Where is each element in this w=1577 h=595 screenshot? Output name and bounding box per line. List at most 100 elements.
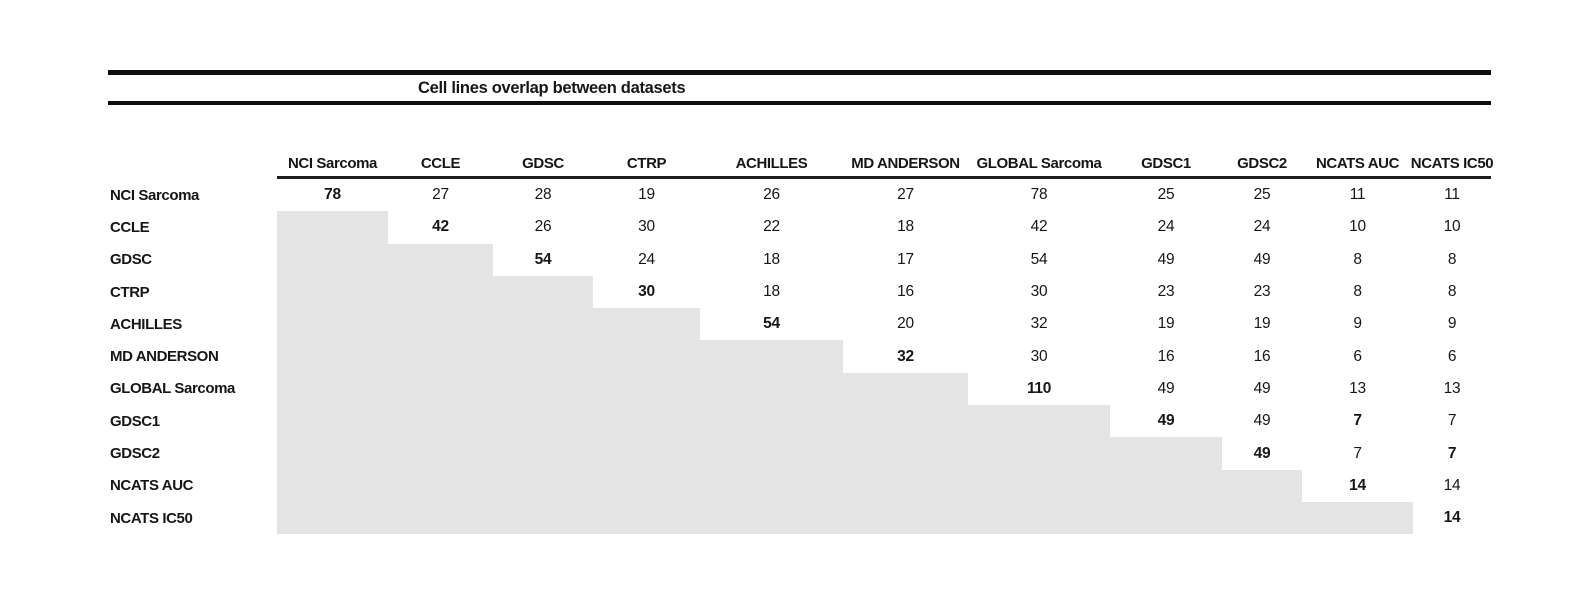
row-label-gdsc: GDSC — [110, 251, 152, 269]
matrix-cell-gdsc2-x-ctrp — [593, 437, 700, 470]
row-label-achilles: ACHILLES — [110, 315, 182, 333]
header-corner-cell — [108, 143, 277, 176]
row-label-ccle: CCLE — [110, 218, 150, 236]
matrix-cell-md-anderson-x-gdsc1: 16 — [1157, 347, 1175, 365]
matrix-cell-nci-sarcoma-x-nci-sarcoma: 78 — [324, 186, 341, 204]
matrix-cell-gdsc1-x-ncats-ic50: 7 — [1447, 412, 1457, 430]
matrix-cell-global-sarcoma-x-ncats-auc: 13 — [1349, 379, 1366, 397]
matrix-cell-nci-sarcoma-x-achilles: 26 — [763, 186, 780, 204]
matrix-cell-ncats-auc-x-gdsc2 — [1222, 469, 1302, 502]
matrix-cell-ctrp-x-gdsc — [493, 275, 593, 309]
matrix-cell-gdsc-x-ctrp: 24 — [638, 250, 655, 268]
matrix-cell-gdsc1-x-md-anderson — [843, 405, 968, 438]
matrix-cell-ncats-auc-x-global-sarcoma — [968, 469, 1110, 502]
matrix-cell-gdsc-x-nci-sarcoma — [277, 243, 388, 276]
matrix-cell-ccle-x-ccle: 42 — [432, 218, 449, 236]
matrix-cell-ncats-ic50-x-ccle — [388, 501, 493, 535]
matrix-cell-md-anderson-x-global-sarcoma: 30 — [1030, 347, 1048, 365]
top-rule — [108, 70, 1491, 75]
matrix-cell-md-anderson-x-md-anderson: 32 — [897, 347, 914, 365]
matrix-cell-gdsc-x-gdsc: 54 — [534, 250, 552, 268]
title-bottom-rule — [108, 101, 1491, 105]
matrix-cell-gdsc2-x-ccle — [388, 437, 493, 470]
matrix-cell-md-anderson-x-nci-sarcoma — [277, 340, 388, 373]
overlap-matrix: NCI Sarcoma CCLE GDSC CTRP ACHILLES MD ANDERS… — [108, 143, 1494, 535]
matrix-cell-ncats-ic50-x-ctrp — [593, 501, 700, 535]
matrix-cell-md-anderson-x-gdsc2: 16 — [1253, 347, 1271, 365]
col-header-ccle: CCLE — [388, 143, 493, 179]
matrix-cell-global-sarcoma-x-gdsc1: 49 — [1157, 379, 1175, 397]
matrix-cell-global-sarcoma-x-nci-sarcoma — [277, 372, 388, 406]
matrix-cell-ncats-ic50-x-global-sarcoma — [968, 501, 1110, 535]
matrix-cell-ctrp-x-gdsc2: 23 — [1253, 283, 1271, 301]
matrix-cell-ctrp-x-md-anderson: 16 — [897, 283, 914, 301]
matrix-cell-ncats-auc-x-gdsc — [493, 469, 593, 502]
matrix-cell-global-sarcoma-x-ncats-ic50: 13 — [1443, 379, 1461, 397]
matrix-cell-ctrp-x-ccle — [388, 275, 493, 309]
matrix-cell-ccle-x-gdsc: 26 — [534, 218, 552, 236]
matrix-cell-achilles-x-ncats-ic50: 9 — [1447, 315, 1457, 333]
matrix-cell-gdsc-x-gdsc2: 49 — [1253, 250, 1271, 268]
col-header-ncats-ic50: NCATS IC50 — [1411, 143, 1494, 179]
matrix-cell-gdsc1-x-global-sarcoma — [968, 405, 1110, 438]
matrix-cell-nci-sarcoma-x-gdsc: 28 — [534, 186, 552, 204]
matrix-cell-gdsc2-x-achilles — [700, 437, 843, 470]
matrix-cell-gdsc-x-ncats-ic50: 8 — [1447, 250, 1457, 268]
matrix-cell-ncats-ic50-x-gdsc — [493, 501, 593, 535]
matrix-cell-md-anderson-x-ccle — [388, 340, 493, 373]
matrix-cell-nci-sarcoma-x-gdsc1: 25 — [1157, 186, 1175, 204]
matrix-cell-ccle-x-gdsc1: 24 — [1157, 218, 1175, 236]
row-label-ncats-ic50: NCATS IC50 — [110, 509, 193, 527]
matrix-cell-global-sarcoma-x-gdsc — [493, 372, 593, 406]
matrix-cell-achilles-x-ccle — [388, 308, 493, 341]
matrix-cell-gdsc2-x-gdsc2: 49 — [1253, 444, 1271, 462]
col-header-gdsc2: GDSC2 — [1222, 143, 1302, 179]
matrix-cell-nci-sarcoma-x-ccle: 27 — [432, 186, 449, 204]
matrix-cell-ccle-x-md-anderson: 18 — [897, 218, 914, 236]
matrix-cell-global-sarcoma-x-ccle — [388, 372, 493, 406]
matrix-cell-gdsc-x-ccle — [388, 243, 493, 276]
matrix-cell-ncats-auc-x-nci-sarcoma — [277, 469, 388, 502]
matrix-cell-ncats-ic50-x-achilles — [700, 501, 843, 535]
matrix-cell-global-sarcoma-x-global-sarcoma: 110 — [1026, 379, 1052, 397]
row-label-md-anderson: MD ANDERSON — [110, 348, 219, 366]
matrix-cell-ccle-x-nci-sarcoma — [277, 211, 388, 244]
matrix-cell-ncats-auc-x-ccle — [388, 469, 493, 502]
matrix-cell-global-sarcoma-x-ctrp — [593, 372, 700, 406]
matrix-cell-nci-sarcoma-x-global-sarcoma: 78 — [1030, 186, 1048, 204]
matrix-cell-nci-sarcoma-x-md-anderson: 27 — [897, 186, 914, 204]
matrix-cell-gdsc2-x-ncats-ic50: 7 — [1447, 444, 1457, 462]
matrix-cell-nci-sarcoma-x-ncats-auc: 11 — [1349, 186, 1366, 204]
matrix-cell-md-anderson-x-achilles — [700, 340, 843, 373]
col-header-global-sarcoma: GLOBAL Sarcoma — [968, 143, 1110, 179]
matrix-cell-gdsc-x-global-sarcoma: 54 — [1030, 250, 1048, 268]
matrix-cell-md-anderson-x-gdsc — [493, 340, 593, 373]
row-label-nci-sarcoma: NCI Sarcoma — [110, 186, 199, 204]
matrix-cell-ctrp-x-achilles: 18 — [763, 283, 780, 301]
matrix-cell-ncats-ic50-x-ncats-auc — [1302, 501, 1413, 535]
matrix-cell-global-sarcoma-x-gdsc2: 49 — [1253, 379, 1271, 397]
matrix-cell-ncats-ic50-x-gdsc2 — [1222, 501, 1302, 535]
row-label-global-sarcoma: GLOBAL Sarcoma — [110, 380, 235, 398]
matrix-cell-ccle-x-ncats-auc: 10 — [1349, 218, 1366, 236]
matrix-cell-ccle-x-gdsc2: 24 — [1253, 218, 1271, 236]
col-header-ctrp: CTRP — [593, 143, 700, 179]
matrix-cell-gdsc1-x-gdsc — [493, 405, 593, 438]
matrix-cell-ncats-auc-x-achilles — [700, 469, 843, 502]
matrix-cell-gdsc1-x-ctrp — [593, 405, 700, 438]
matrix-cell-gdsc1-x-gdsc1: 49 — [1157, 412, 1175, 430]
matrix-cell-ccle-x-ctrp: 30 — [638, 218, 655, 236]
matrix-cell-achilles-x-nci-sarcoma — [277, 308, 388, 341]
matrix-cell-achilles-x-gdsc — [493, 308, 593, 341]
col-header-gdsc1: GDSC1 — [1110, 143, 1222, 179]
matrix-cell-nci-sarcoma-x-ctrp: 19 — [638, 186, 655, 204]
row-label-ncats-auc: NCATS AUC — [110, 477, 194, 495]
matrix-cell-ncats-auc-x-ctrp — [593, 469, 700, 502]
matrix-cell-ccle-x-ncats-ic50: 10 — [1443, 218, 1461, 236]
matrix-cell-nci-sarcoma-x-ncats-ic50: 11 — [1444, 186, 1460, 204]
matrix-cell-ncats-ic50-x-nci-sarcoma — [277, 501, 388, 535]
matrix-cell-gdsc2-x-gdsc1 — [1110, 437, 1222, 470]
matrix-cell-ctrp-x-nci-sarcoma — [277, 275, 388, 309]
matrix-cell-gdsc-x-gdsc1: 49 — [1157, 250, 1175, 268]
